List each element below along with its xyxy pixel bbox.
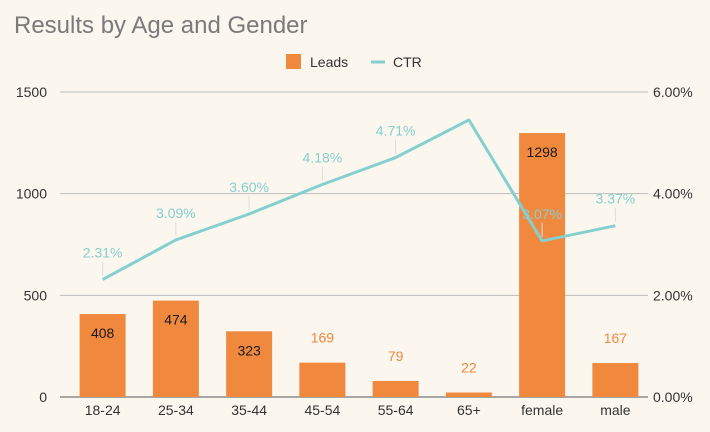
ctr-data-label: 3.09% [156, 205, 196, 221]
ctr-data-label: 3.37% [596, 191, 636, 207]
bar-data-label: 323 [237, 342, 261, 358]
ctr-data-label: 3.60% [229, 179, 269, 195]
bar [152, 300, 199, 397]
bar [592, 363, 639, 397]
bar-data-label: 408 [91, 325, 115, 341]
bar-data-label: 22 [461, 360, 477, 376]
y-right-tick-label: 6.00% [653, 84, 693, 100]
bar-data-label: 1298 [527, 144, 558, 160]
bar [519, 133, 566, 397]
bar-data-label: 474 [164, 312, 188, 328]
bar [226, 331, 273, 397]
x-tick-label: 45-54 [304, 402, 340, 418]
y-left-tick-label: 500 [24, 287, 48, 303]
y-right-tick-label: 0.00% [653, 389, 693, 405]
chart-title: Results by Age and Gender [14, 12, 308, 39]
ctr-line [101, 118, 616, 281]
legend-leads-swatch [286, 54, 301, 69]
legend-leads-label: Leads [310, 54, 348, 70]
y-right-tick-label: 4.00% [653, 186, 693, 202]
bar [299, 362, 346, 397]
x-tick-label: 35-44 [231, 402, 267, 418]
legend-ctr-label: CTR [393, 54, 422, 70]
y-left-tick-label: 1000 [16, 186, 47, 202]
x-tick-label: 55-64 [378, 402, 414, 418]
x-tick-label: 25-34 [158, 402, 194, 418]
y-left-tick-label: 1500 [16, 84, 47, 100]
y-right-tick-label: 2.00% [653, 287, 693, 303]
bar-data-label: 79 [388, 348, 404, 364]
bar [79, 314, 126, 397]
ctr-data-label: 4.71% [376, 123, 416, 139]
ctr-data-label: 3.07% [522, 206, 562, 222]
bar-data-label: 167 [604, 330, 628, 346]
x-tick-label: female [521, 402, 563, 418]
bar [372, 380, 419, 397]
ctr-data-label: 4.18% [303, 150, 343, 166]
bar [445, 392, 492, 397]
bar-data-label: 169 [311, 330, 335, 346]
x-tick-label: 18-24 [85, 402, 121, 418]
y-left-tick-label: 0 [39, 389, 47, 405]
x-tick-label: male [600, 402, 631, 418]
ctr-data-label: 2.31% [83, 245, 123, 261]
x-tick-label: 65+ [457, 402, 481, 418]
